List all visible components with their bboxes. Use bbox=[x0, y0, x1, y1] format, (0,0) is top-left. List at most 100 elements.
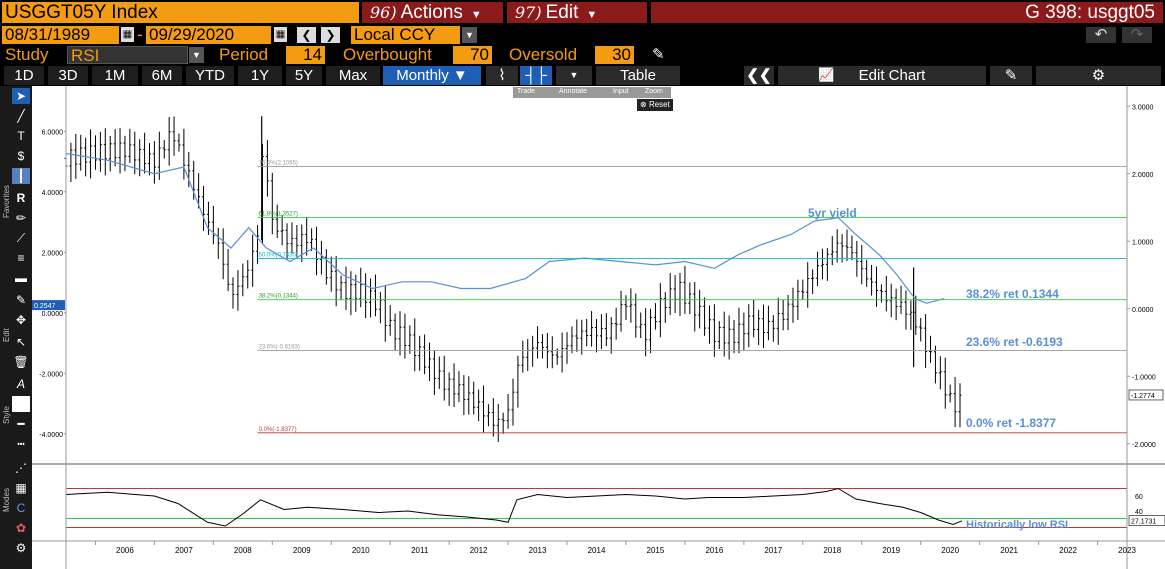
trash-icon[interactable]: 🗑 bbox=[13, 355, 29, 369]
left-tick-label: 6.0000 bbox=[42, 129, 64, 136]
edit-number: 97) bbox=[515, 3, 542, 22]
move-icon[interactable]: ✥ bbox=[15, 313, 27, 327]
range-ytd[interactable]: YTD bbox=[186, 66, 234, 85]
candle-icon[interactable]: ┃ bbox=[12, 168, 30, 184]
study-label: Study bbox=[5, 45, 49, 64]
gear-icon[interactable]: ⚙ bbox=[1036, 66, 1161, 85]
fill-icon[interactable]: ▬ bbox=[15, 271, 27, 285]
popup-input[interactable]: Input bbox=[613, 88, 629, 95]
x-tick-label: 2008 bbox=[234, 546, 252, 555]
edit-icon[interactable]: ✎ bbox=[990, 66, 1032, 85]
period-input[interactable]: 14 bbox=[286, 46, 325, 64]
chevron-down-icon[interactable]: ▼ bbox=[189, 47, 204, 63]
right-tick-label: -1.0000 bbox=[1132, 374, 1156, 381]
grid-icon[interactable]: ▦ bbox=[15, 481, 27, 495]
chart-type-dropdown-icon[interactable]: ▼ bbox=[556, 66, 592, 85]
x-tick-label: 2021 bbox=[1000, 546, 1018, 555]
select-icon[interactable]: ↖ bbox=[15, 335, 27, 349]
undo-icon[interactable]: ↶ bbox=[1086, 27, 1116, 43]
x-tick-label: 2020 bbox=[941, 546, 959, 555]
range-max[interactable]: Max bbox=[326, 66, 380, 85]
x-tick-label: 2011 bbox=[411, 546, 429, 555]
right-tick-label: -2.0000 bbox=[1132, 442, 1156, 449]
x-tick-label: 2014 bbox=[588, 546, 606, 555]
frequency-select[interactable]: Monthly ▼ bbox=[383, 66, 481, 85]
edit-chart-button[interactable]: Edit Chart bbox=[778, 66, 986, 85]
brush-icon[interactable]: ⋰ bbox=[15, 461, 27, 475]
oversold-input[interactable]: 30 bbox=[595, 46, 634, 64]
color-box-icon[interactable] bbox=[12, 396, 30, 412]
annotation-low-rsi: Historically low RSI bbox=[966, 519, 1068, 531]
reset-label: Reset bbox=[648, 100, 670, 109]
range-3d[interactable]: 3D bbox=[48, 66, 88, 85]
pencil-icon[interactable]: ✎ bbox=[652, 46, 665, 63]
mode-c-icon[interactable]: C bbox=[16, 501, 26, 515]
range-1m[interactable]: 1M bbox=[92, 66, 138, 85]
left-tick-label: 2.0000 bbox=[42, 250, 64, 257]
range-6m[interactable]: 6M bbox=[142, 66, 182, 85]
line-chart-icon[interactable]: ⌇ bbox=[486, 66, 518, 85]
popup-trade[interactable]: Trade bbox=[517, 88, 536, 95]
x-tick-label: 2013 bbox=[529, 546, 547, 555]
chart-background bbox=[32, 86, 1165, 569]
redo-icon[interactable]: ↷ bbox=[1122, 27, 1152, 43]
end-date-input[interactable]: 09/29/2020 bbox=[146, 26, 271, 44]
line-tool-icon[interactable]: ╱ bbox=[17, 109, 25, 123]
oversold-label: Oversold bbox=[509, 45, 578, 64]
draw-icon[interactable]: ✏ bbox=[15, 211, 27, 225]
next-arrow-icon[interactable]: ❯ bbox=[321, 27, 340, 43]
x-tick-label: 2023 bbox=[1118, 546, 1136, 555]
pen-icon[interactable]: ✎ bbox=[15, 293, 27, 307]
fib-label: 61.8%(1.3527) bbox=[259, 211, 298, 217]
chevron-down-icon[interactable]: ▼ bbox=[462, 27, 477, 43]
range-5y[interactable]: 5Y bbox=[286, 66, 322, 85]
reset-icon: ⊗ bbox=[640, 100, 649, 109]
palette-icon[interactable]: ✿ bbox=[15, 521, 27, 535]
currency-select[interactable]: Local CCY bbox=[351, 26, 460, 44]
dollar-icon[interactable]: $ bbox=[17, 149, 25, 163]
r-icon[interactable]: R bbox=[16, 191, 26, 205]
table-button[interactable]: Table bbox=[596, 66, 680, 85]
left-last-value: 0.2547 bbox=[34, 303, 56, 310]
annotations: 5yr yield 38.2% ret 0.1344 23.6% ret -0.61… bbox=[808, 206, 1068, 531]
gear-icon[interactable]: ⚙ bbox=[15, 541, 27, 555]
cursor-icon[interactable]: ➤ bbox=[12, 88, 30, 104]
graph-title: G 398: usggt05 bbox=[651, 2, 1163, 23]
range-1d[interactable]: 1D bbox=[4, 66, 44, 85]
popup-zoom[interactable]: Zoom bbox=[645, 88, 663, 95]
ticker-field[interactable]: USGGT05Y Index bbox=[2, 2, 359, 23]
prev-arrow-icon[interactable]: ❮ bbox=[297, 27, 316, 43]
text-tool-icon[interactable]: T bbox=[17, 129, 25, 143]
x-tick-label: 2006 bbox=[116, 546, 134, 555]
x-tick-label: 2009 bbox=[293, 546, 311, 555]
right-tick-label: 2.0000 bbox=[1132, 172, 1154, 179]
bar-chart-icon[interactable]: ┤├ bbox=[520, 66, 552, 85]
calendar-icon[interactable]: ▦ bbox=[274, 27, 287, 42]
favorites-label: Favorites bbox=[2, 185, 11, 218]
edit-menu[interactable]: 97) Edit ▼ bbox=[507, 2, 647, 23]
fib-label: 23.6%(-0.6193) bbox=[259, 345, 300, 351]
x-tick-label: 2015 bbox=[647, 546, 665, 555]
modes-label: Modes bbox=[2, 487, 11, 512]
edit-label: Edit bbox=[545, 2, 579, 23]
date-separator: - bbox=[137, 25, 143, 44]
overbought-input[interactable]: 70 bbox=[453, 46, 492, 64]
chart-popup-toolbar: Trade Annotate Input Zoom bbox=[513, 87, 671, 98]
start-date-input[interactable]: 08/31/1989 bbox=[2, 26, 119, 44]
chart-area[interactable]: 100.0%(3.3248)76.4%(2.1065)61.8%(1.3527)… bbox=[32, 86, 1165, 569]
calendar-icon[interactable]: ▦ bbox=[121, 27, 134, 42]
x-axis: 2006 2007 2008 2009 2010 2011 2012 2013 2014 2015… bbox=[32, 86, 1165, 569]
popup-annotate[interactable]: Annotate bbox=[559, 88, 588, 95]
x-tick-label: 2007 bbox=[175, 546, 193, 555]
font-icon[interactable]: A bbox=[16, 377, 25, 391]
reset-button[interactable]: ⊗ Reset bbox=[637, 99, 673, 111]
channel-icon[interactable]: ≡ bbox=[17, 251, 25, 265]
trend-icon[interactable]: ⟋ bbox=[16, 231, 26, 245]
fib-label: 76.4%(2.1065) bbox=[259, 161, 298, 167]
line-width-icon[interactable]: ━ bbox=[17, 417, 25, 431]
actions-menu[interactable]: 96) Actions ▼ bbox=[362, 2, 503, 23]
range-1y[interactable]: 1Y bbox=[238, 66, 282, 85]
line-style-icon[interactable]: ┅ bbox=[17, 437, 25, 451]
study-select[interactable]: RSI bbox=[67, 46, 188, 65]
collapse-icon[interactable]: ❮❮ bbox=[744, 66, 774, 85]
